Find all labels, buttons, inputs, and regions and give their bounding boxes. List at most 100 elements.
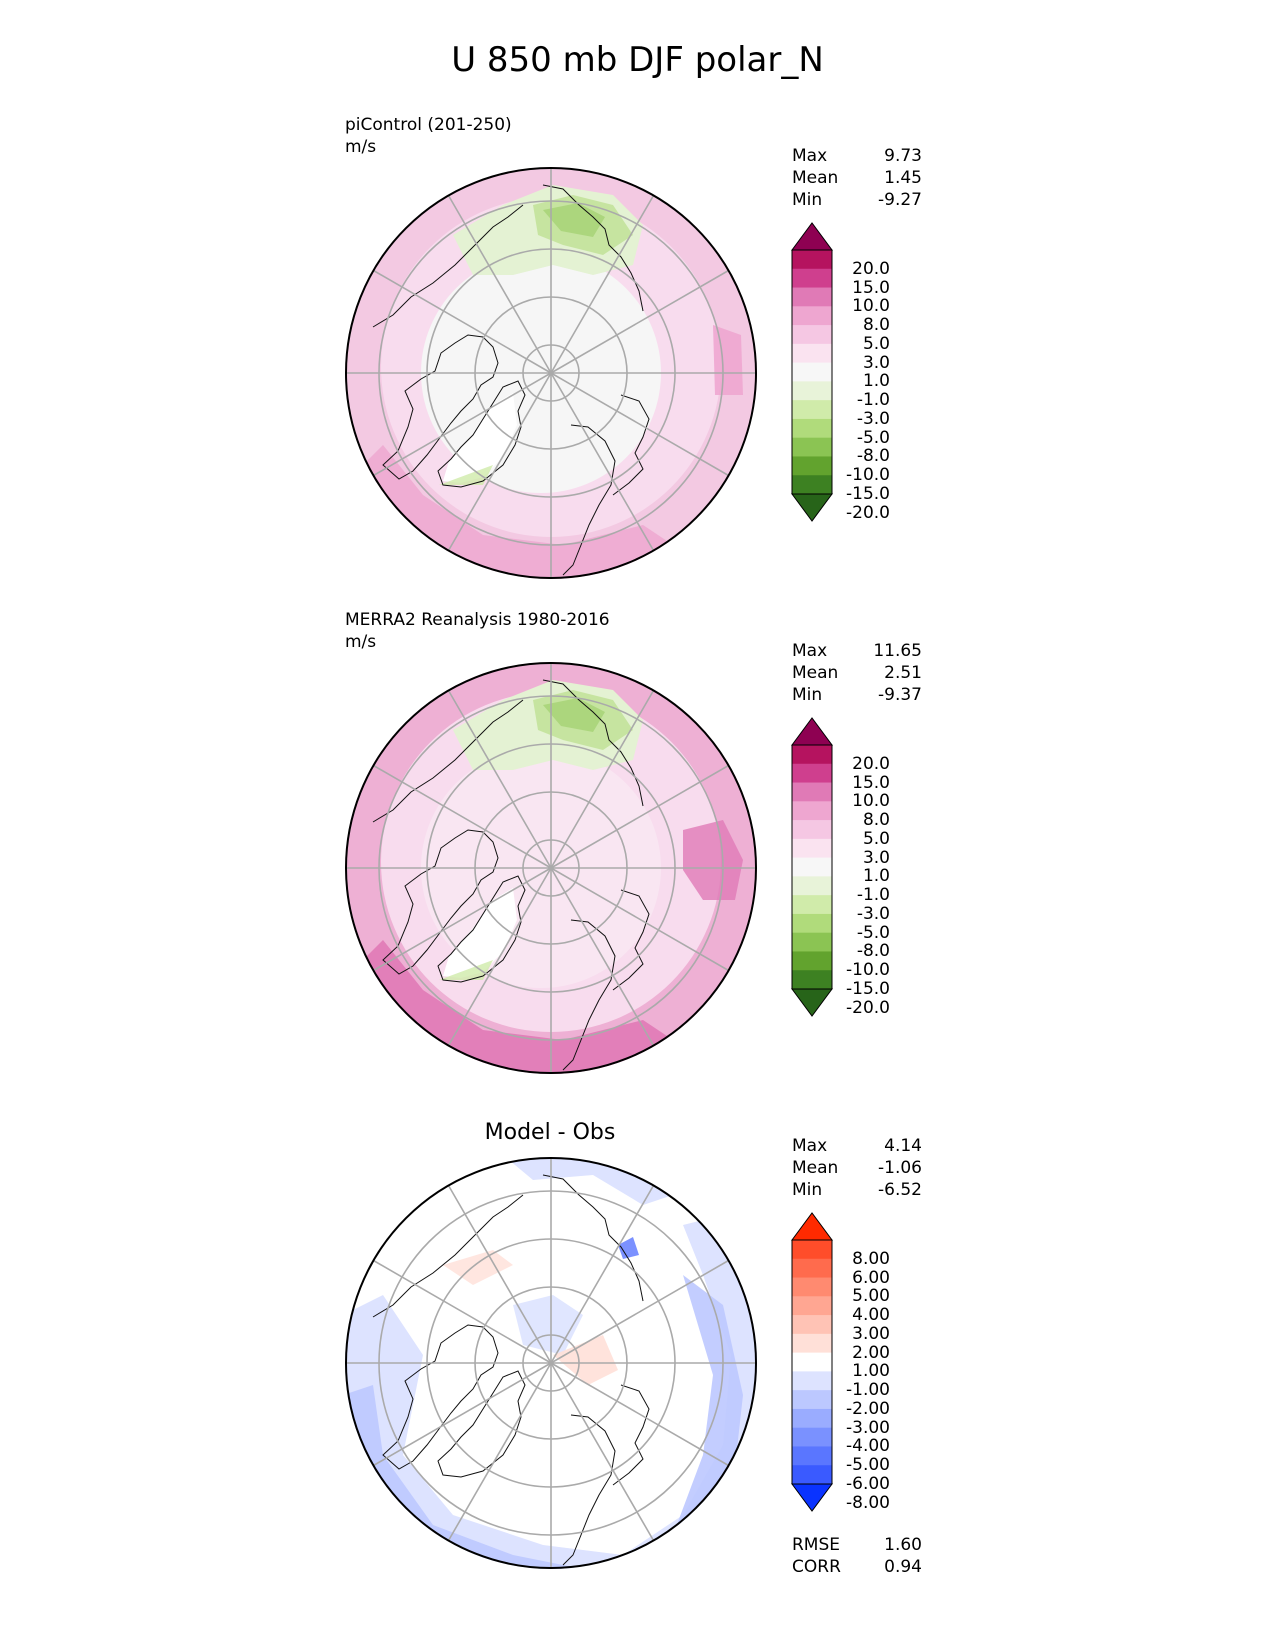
colorbar-tick-label: -1.00 [846, 1380, 890, 1401]
meridian-line [372, 764, 552, 869]
contour-region [439, 960, 493, 980]
contour-region [543, 698, 605, 732]
colorbar-tick-label: 15.0 [852, 277, 890, 298]
colorbar-segment [792, 1465, 832, 1485]
colorbar-tick-label: -8.00 [846, 1492, 890, 1513]
stat-mean: Mean 2.51 [792, 663, 922, 683]
colorbar-tick-label: 10.0 [852, 296, 890, 317]
colorbar-tick-label: -3.0 [856, 408, 890, 429]
meridian-line [447, 689, 552, 869]
polar-map [345, 662, 757, 1074]
meridian-line [447, 194, 552, 374]
stat-max: Max 9.73 [792, 146, 922, 166]
contour-region [618, 1237, 639, 1259]
map-boundary [345, 662, 757, 1074]
colorbar-segment [792, 1352, 832, 1372]
colorbar-tick-label: -10.0 [846, 465, 890, 486]
stat-min: Min -9.37 [792, 685, 922, 705]
meridian-line [550, 1362, 730, 1467]
colorbar [791, 717, 833, 1017]
colorbar-tick-label: -5.00 [846, 1455, 890, 1476]
meridian-line [372, 1259, 552, 1364]
panel-label-units: m/s [345, 137, 377, 157]
colorbar-segment [792, 1240, 832, 1260]
colorbar-tick-label: -5.0 [856, 922, 890, 943]
colorbar-tick-label: -20.0 [846, 997, 890, 1018]
colorbar-segment [792, 306, 832, 326]
contour-region [439, 465, 493, 485]
contour-region [345, 1040, 463, 1074]
colorbar-tick-label: -8.0 [856, 446, 890, 467]
colorbar-segment [792, 1390, 832, 1410]
meridian-line [372, 372, 552, 477]
meridian-line [550, 269, 730, 374]
panel-label: piControl (201-250) m/s [345, 114, 512, 158]
meridian-line [550, 867, 655, 1047]
colorbar-tick-label: -4.00 [846, 1436, 890, 1457]
colorbar-bottom-extend [791, 493, 833, 522]
colorbar-top-extend [791, 1212, 833, 1241]
contour-region [513, 1295, 583, 1355]
colorbar-segment [792, 763, 832, 784]
meridian-line [447, 1184, 552, 1364]
contour-region [443, 1250, 513, 1285]
colorbar-tick-label: 3.0 [862, 352, 890, 373]
polar-map [345, 1157, 757, 1569]
colorbar-segment [792, 801, 832, 821]
stat-rmse: RMSE 1.60 [792, 1535, 922, 1555]
meridian-line [550, 372, 655, 552]
colorbar-segment [792, 1315, 832, 1335]
colorbar-segment [792, 913, 832, 934]
colorbar-segment [792, 381, 832, 401]
colorbar-tick-label: -15.0 [846, 979, 890, 999]
colorbar-tick-label: -3.0 [856, 903, 890, 924]
colorbar-tick-label: -6.00 [846, 1474, 890, 1494]
panel-center-title: Model - Obs [484, 1120, 616, 1145]
colorbar-segment [792, 1258, 832, 1279]
page-title: U 850 mb DJF polar_N [451, 40, 824, 80]
colorbar-segment [792, 951, 832, 971]
colorbar-tick-label: -2.00 [846, 1398, 890, 1419]
meridian-line [550, 689, 655, 869]
meridian-line [372, 867, 552, 972]
coastline [437, 875, 526, 983]
colorbar [791, 222, 833, 522]
colorbar-tick-label: 15.0 [852, 772, 890, 793]
colorbar-top-extend [791, 222, 833, 251]
contour-region [683, 820, 743, 900]
colorbar-tick-label: -5.0 [856, 427, 890, 448]
stats-box: Max 9.73 Mean 1.45 Min -9.27 [792, 145, 922, 211]
colorbar-segment [792, 1446, 832, 1466]
footer-stats: RMSE 1.60 CORR 0.94 [792, 1534, 922, 1578]
stat-max: Max 4.14 [792, 1136, 922, 1156]
colorbar-tick-label: 3.0 [862, 847, 890, 868]
polar-map [345, 167, 757, 579]
coastline [612, 394, 650, 496]
colorbar-segment [792, 1277, 832, 1297]
meridian-line [550, 1184, 655, 1364]
colorbar-tick-label: 20.0 [852, 753, 890, 774]
colorbar-segment [792, 745, 832, 765]
colorbar-tick-label: 1.00 [852, 1361, 890, 1382]
meridian-line [550, 764, 730, 869]
meridian-line [550, 1259, 730, 1364]
meridian-line [447, 372, 552, 552]
colorbar-top-extend [791, 717, 833, 746]
colorbar-segment [792, 1333, 832, 1354]
panel-model-minus-obs: Model - Obs Max 4.14 Mean -1.06 Min -6.52 8… [0, 1100, 1275, 1620]
colorbar-segment [792, 325, 832, 345]
contour-region [443, 888, 517, 978]
colorbar-tick-label: 5.0 [862, 333, 890, 354]
panel-label-units: m/s [345, 632, 377, 652]
colorbar-tick-label: -1.0 [856, 885, 890, 906]
colorbar-tick-label: 3.00 [852, 1323, 890, 1344]
colorbar-segment [792, 287, 832, 307]
meridian-line [447, 1362, 552, 1542]
colorbar-bottom-extend [791, 988, 833, 1017]
colorbar-segment [792, 250, 832, 270]
contour-region [713, 325, 743, 395]
colorbar-segment [792, 876, 832, 896]
panel-merra2: MERRA2 Reanalysis 1980-2016 m/s Max 11.65… [0, 605, 1275, 1095]
coastline [437, 380, 526, 488]
colorbar-tick-label: -3.00 [846, 1417, 890, 1438]
